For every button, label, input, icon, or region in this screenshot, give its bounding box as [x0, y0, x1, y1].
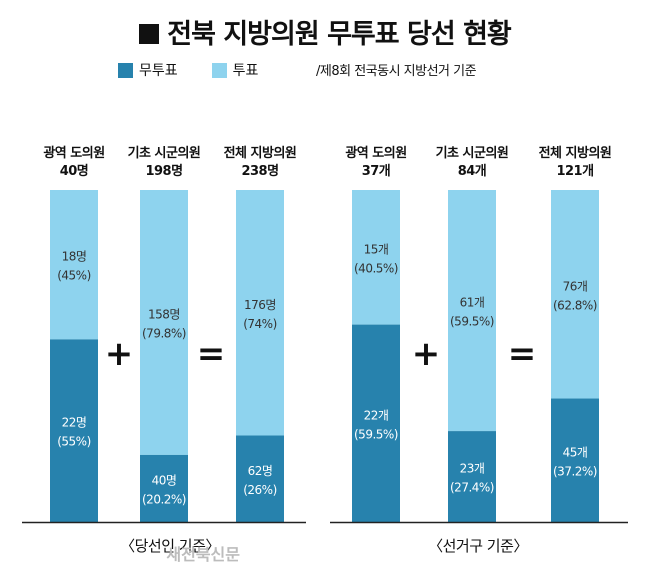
bar-segment-vote: [551, 190, 599, 399]
title-square-icon: [139, 24, 160, 44]
legend: 무투표 투표: [118, 60, 292, 80]
category-label: 238명: [241, 163, 278, 179]
data-label-vote: (45%): [57, 269, 91, 283]
data-label-vote: 158명: [148, 307, 180, 321]
data-label-vote: (62.8%): [553, 298, 597, 312]
category-label: 121개: [556, 164, 593, 179]
data-label-vote: 76개: [563, 279, 588, 293]
data-label-no-vote: 23개: [460, 462, 485, 476]
bar-segment-no-vote: [448, 431, 496, 522]
category-label: 기초 시군의원: [128, 145, 201, 161]
legend-label-vote: 투표: [232, 63, 259, 79]
plus-operator: +: [412, 334, 441, 374]
data-label-vote: (79.8%): [142, 326, 186, 340]
category-label: 전체 지방의원: [224, 145, 297, 161]
category-label: 전체 지방의원: [539, 145, 612, 161]
data-label-vote: (59.5%): [450, 315, 494, 329]
data-label-no-vote: 62명: [248, 464, 273, 478]
data-label-vote: 176명: [244, 298, 276, 312]
panel-footer: 〈당선인 기준〉: [120, 537, 220, 555]
data-label-no-vote: (55%): [57, 435, 91, 449]
data-label-no-vote: (59.5%): [354, 427, 398, 441]
data-label-no-vote: 40명: [152, 473, 177, 487]
category-label: 198명: [145, 163, 182, 179]
source-note: /제8회 전국동시 지방선거 기준: [316, 64, 477, 79]
bar-segment-no-vote: [236, 435, 284, 522]
category-label: 40명: [60, 163, 89, 179]
panel-footer: 〈선거구 기준〉: [428, 537, 528, 555]
data-label-vote: 18명: [62, 250, 87, 264]
data-label-vote: (40.5%): [354, 261, 398, 275]
legend-swatch-vote: [211, 62, 227, 78]
bar-segment-no-vote: [551, 398, 599, 522]
watermark: 새전북신문: [166, 545, 240, 564]
category-label: 84개: [458, 164, 487, 179]
chart-title-text: 전북 지방의원 무투표 당선 현황: [167, 19, 512, 50]
data-label-no-vote: (26%): [243, 483, 277, 497]
bar-segment-no-vote: [50, 339, 98, 522]
data-label-no-vote: (20.2%): [142, 492, 186, 506]
data-label-no-vote: 22개: [364, 408, 389, 422]
category-label: 광역 도의원: [43, 145, 104, 161]
data-label-no-vote: (37.2%): [553, 464, 597, 478]
bar-segment-vote: [352, 190, 400, 325]
bar-segment-vote: [140, 190, 188, 455]
data-label-no-vote: (27.4%): [450, 481, 494, 495]
chart-title: 전북 지방의원 무투표 당선 현황: [0, 12, 650, 51]
legend-item-no-vote: 무투표: [118, 60, 178, 80]
legend-swatch-no-vote: [118, 62, 133, 78]
category-label: 37개: [362, 164, 391, 179]
equals-operator: =: [197, 334, 226, 374]
category-label: 기초 시군의원: [436, 145, 509, 161]
data-label-vote: 61개: [460, 296, 485, 310]
data-label-vote: 15개: [364, 242, 389, 256]
bar-segment-vote: [448, 190, 496, 432]
category-label: 광역 도의원: [345, 145, 406, 161]
bar-segment-vote: [236, 190, 284, 436]
legend-item-vote: 투표: [211, 60, 259, 80]
legend-label-no-vote: 무투표: [139, 63, 178, 79]
plus-operator: +: [105, 334, 134, 374]
data-label-no-vote: 22명: [62, 416, 87, 430]
data-label-vote: (74%): [243, 317, 277, 331]
equals-operator: =: [508, 334, 537, 374]
data-label-no-vote: 45개: [563, 445, 588, 459]
bar-segment-no-vote: [352, 324, 400, 522]
bar-segment-vote: [50, 190, 98, 340]
bar-segment-no-vote: [140, 454, 188, 522]
